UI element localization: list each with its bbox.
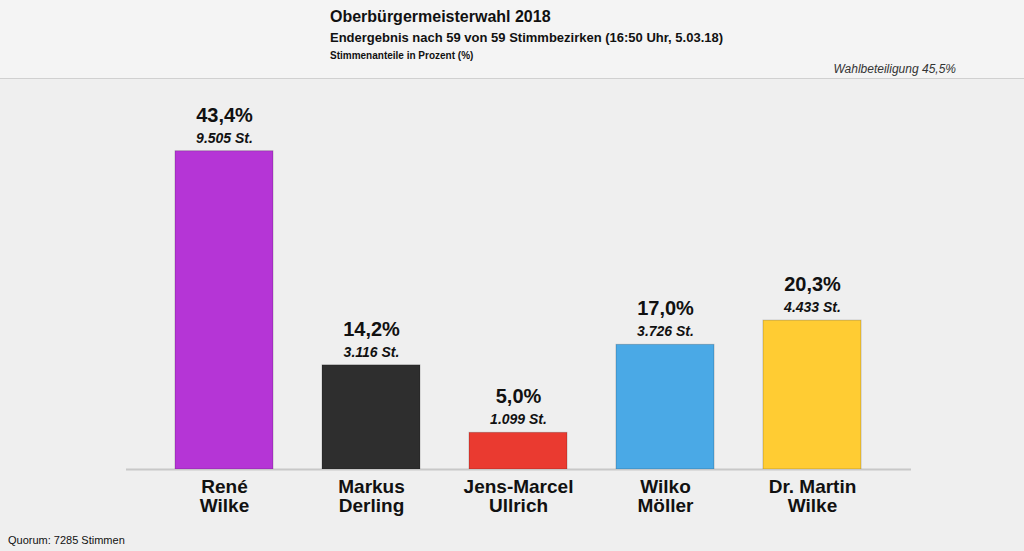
svg-text:3.116 St.: 3.116 St. xyxy=(344,344,400,360)
svg-text:17,0%: 17,0% xyxy=(637,297,694,319)
html-text:Stimmenanteile in Prozent (%): Stimmenanteile in Prozent (%) xyxy=(330,50,474,61)
svg-text:43,4%: 43,4% xyxy=(196,104,253,126)
html-text:Wahlbeteiligung 45,5%: Wahlbeteiligung 45,5% xyxy=(833,62,956,76)
svg-text:9.505 St.: 9.505 St. xyxy=(196,130,253,146)
html-text:Quorum: 7285 Stimmen: Quorum: 7285 Stimmen xyxy=(8,534,125,546)
svg-text:Jens-MarcelUllrich: Jens-MarcelUllrich xyxy=(464,476,574,516)
svg-text:14,2%: 14,2% xyxy=(343,318,400,340)
svg-text:20,3%: 20,3% xyxy=(784,273,841,295)
svg-text:WilkoMöller: WilkoMöller xyxy=(638,476,695,516)
svg-text:RenéWilke: RenéWilke xyxy=(200,476,249,516)
html-text:Oberbürgermeisterwahl 2018: Oberbürgermeisterwahl 2018 xyxy=(330,8,551,25)
svg-text:3.726 St.: 3.726 St. xyxy=(637,323,694,339)
svg-text:5,0%: 5,0% xyxy=(496,385,542,407)
svg-text:MarkusDerling: MarkusDerling xyxy=(338,476,405,516)
svg-text:1.099 St.: 1.099 St. xyxy=(490,411,547,427)
svg-text:4.433 St.: 4.433 St. xyxy=(783,299,841,315)
svg-text:Dr. MartinWilke: Dr. MartinWilke xyxy=(769,476,857,516)
html-text:Endergebnis nach 59 von 59 Sti: Endergebnis nach 59 von 59 Stimmbezirken… xyxy=(330,30,723,45)
